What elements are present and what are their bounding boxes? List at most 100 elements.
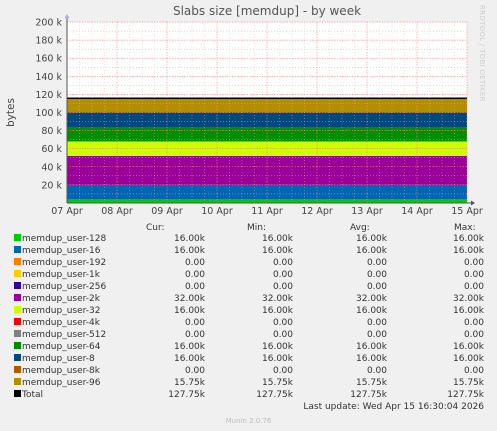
legend-series-name: memdup_user-96 xyxy=(22,378,101,388)
legend-value-max: 0.00 xyxy=(463,258,484,268)
legend-value-avg: 16.00k xyxy=(356,246,387,256)
y-tick-label: 80 k xyxy=(41,126,62,137)
legend-swatch xyxy=(14,330,21,337)
y-tick-label: 200 k xyxy=(35,18,62,29)
legend-value-avg: 16.00k xyxy=(356,234,387,244)
legend-series-name: Total xyxy=(22,390,44,400)
legend-row: memdup_user-192 0.00 0.00 0.00 0.00 xyxy=(0,258,497,270)
legend-value-avg: 0.00 xyxy=(366,282,387,292)
legend-value-min: 0.00 xyxy=(272,366,293,376)
y-axis-label: bytes xyxy=(5,98,17,127)
x-axis-arrow xyxy=(471,200,475,206)
x-tick-label: 11 Apr xyxy=(251,206,283,217)
legend-swatch xyxy=(14,366,21,373)
x-tick-label: 13 Apr xyxy=(351,206,383,217)
legend-value-max: 16.00k xyxy=(453,234,484,244)
legend-value-cur: 32.00k xyxy=(174,294,205,304)
y-tick-label: 140 k xyxy=(35,72,62,83)
legend-row: Total 127.75k 127.75k 127.75k 127.75k xyxy=(0,390,497,402)
legend-value-min: 16.00k xyxy=(262,354,293,364)
x-tick-label: 14 Apr xyxy=(401,206,433,217)
legend-value-max: 0.00 xyxy=(463,330,484,340)
legend-value-avg: 0.00 xyxy=(366,330,387,340)
legend-row: memdup_user-1k 0.00 0.00 0.00 0.00 xyxy=(0,270,497,282)
legend-value-min: 32.00k xyxy=(262,294,293,304)
legend-swatch xyxy=(14,354,21,361)
legend-value-avg: 0.00 xyxy=(366,318,387,328)
y-tick-label: 20 k xyxy=(41,180,62,191)
legend-series-name: memdup_user-8k xyxy=(22,366,100,376)
legend-series-name: memdup_user-32 xyxy=(22,306,101,316)
legend-value-cur: 16.00k xyxy=(174,234,205,244)
legend-swatch xyxy=(14,258,21,265)
legend-value-cur: 0.00 xyxy=(184,366,205,376)
legend-value-cur: 0.00 xyxy=(184,318,205,328)
legend-swatch xyxy=(14,294,21,301)
legend-value-avg: 16.00k xyxy=(356,306,387,316)
x-tick-label: 10 Apr xyxy=(201,206,233,217)
munin-version: Munin 2.0.76 xyxy=(225,417,272,425)
legend-value-min: 16.00k xyxy=(262,234,293,244)
legend-swatch xyxy=(14,378,21,385)
x-tick-label: 09 Apr xyxy=(151,206,183,217)
legend-value-max: 0.00 xyxy=(463,282,484,292)
legend-value-min: 0.00 xyxy=(272,270,293,280)
y-tick-label: 160 k xyxy=(35,54,62,65)
legend-value-max: 16.00k xyxy=(453,342,484,352)
legend-swatch xyxy=(14,246,21,253)
legend-value-min: 16.00k xyxy=(262,342,293,352)
legend-header-max: Max: xyxy=(454,223,476,233)
legend-row: memdup_user-4k 0.00 0.00 0.00 0.00 xyxy=(0,318,497,330)
legend-header-avg: Avg: xyxy=(350,223,370,233)
legend-value-max: 0.00 xyxy=(463,318,484,328)
legend-value-max: 32.00k xyxy=(453,294,484,304)
legend-row: memdup_user-96 15.75k 15.75k 15.75k 15.75k xyxy=(0,378,497,390)
legend-value-cur: 0.00 xyxy=(184,330,205,340)
legend-swatch xyxy=(14,270,21,277)
legend-value-max: 0.00 xyxy=(463,270,484,280)
legend-series-name: memdup_user-4k xyxy=(22,318,100,328)
legend-row: memdup_user-128 16.00k 16.00k 16.00k 16.00k xyxy=(0,234,497,246)
legend-series-name: memdup_user-128 xyxy=(22,234,107,244)
y-tick-label: 100 k xyxy=(35,108,62,119)
rrdtool-credit: RRDTOOL / TOBI OETIKER xyxy=(478,5,486,102)
area-memdup_user-128 xyxy=(67,199,467,203)
legend-value-min: 0.00 xyxy=(272,330,293,340)
legend-value-min: 15.75k xyxy=(262,378,293,388)
legend-value-min: 16.00k xyxy=(262,246,293,256)
legend-value-min: 16.00k xyxy=(262,306,293,316)
legend-value-max: 0.00 xyxy=(463,366,484,376)
legend-series-name: memdup_user-8 xyxy=(22,354,95,364)
legend-value-cur: 0.00 xyxy=(184,270,205,280)
legend-series-name: memdup_user-1k xyxy=(22,270,100,280)
legend-value-min: 0.00 xyxy=(272,282,293,292)
legend-row: memdup_user-64 16.00k 16.00k 16.00k 16.00k xyxy=(0,342,497,354)
legend-value-max: 16.00k xyxy=(453,354,484,364)
legend-value-max: 16.00k xyxy=(453,246,484,256)
legend-row: memdup_user-16 16.00k 16.00k 16.00k 16.00k xyxy=(0,246,497,258)
x-tick-label: 12 Apr xyxy=(301,206,333,217)
legend-value-max: 127.75k xyxy=(447,390,484,400)
legend-series-name: memdup_user-256 xyxy=(22,282,107,292)
legend-value-cur: 0.00 xyxy=(184,282,205,292)
legend-value-min: 0.00 xyxy=(272,258,293,268)
legend-value-avg: 0.00 xyxy=(366,366,387,376)
last-update: Last update: Wed Apr 15 16:30:04 2026 xyxy=(303,402,484,412)
y-tick-label: 60 k xyxy=(41,144,62,155)
legend-value-max: 16.00k xyxy=(453,306,484,316)
y-tick-label: 40 k xyxy=(41,162,62,173)
legend-header-min: Min: xyxy=(247,223,267,233)
legend-value-avg: 32.00k xyxy=(356,294,387,304)
legend-swatch xyxy=(14,306,21,313)
legend-row: memdup_user-256 0.00 0.00 0.00 0.00 xyxy=(0,282,497,294)
legend-swatch xyxy=(14,342,21,349)
x-tick-label: 15 Apr xyxy=(451,206,483,217)
legend-swatch xyxy=(14,234,21,241)
y-tick-label: 120 k xyxy=(35,90,62,101)
legend-value-min: 127.75k xyxy=(256,390,293,400)
legend-series-name: memdup_user-512 xyxy=(22,330,107,340)
legend-header-cur: Cur: xyxy=(146,223,165,233)
legend-value-avg: 16.00k xyxy=(356,342,387,352)
legend-row: memdup_user-8 16.00k 16.00k 16.00k 16.00k xyxy=(0,354,497,366)
legend-swatch xyxy=(14,282,21,289)
